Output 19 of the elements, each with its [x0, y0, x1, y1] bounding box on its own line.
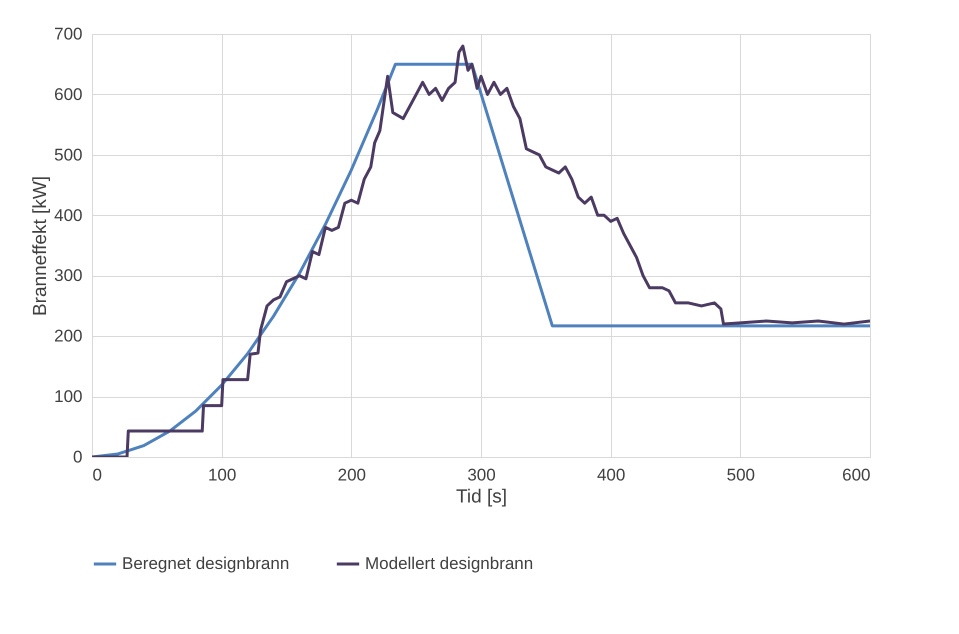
legend-label: Modellert designbrann: [365, 554, 534, 573]
x-tick-label: 400: [596, 466, 626, 484]
y-tick-label: 500: [54, 145, 82, 164]
x-tick-label: 200: [338, 466, 366, 484]
y-tick-label: 100: [54, 387, 82, 406]
y-tick-label: 0: [73, 448, 82, 466]
x-tick-label: 300: [467, 466, 496, 484]
x-tick-label: 100: [208, 466, 236, 484]
y-tick-label: 400: [54, 206, 82, 225]
x-tick-label: 0: [92, 466, 102, 484]
x-tick-label: 600: [842, 466, 870, 484]
legend-label: Beregnet designbrann: [122, 554, 290, 573]
x-tick-label: 500: [726, 466, 756, 484]
y-axis-title: Branneffekt [kW]: [30, 176, 52, 316]
x-axis-title: Tid [s]: [456, 486, 508, 508]
y-tick-label: 700: [54, 24, 82, 44]
y-tick-label: 200: [54, 326, 82, 346]
y-tick-label: 300: [54, 266, 82, 286]
y-tick-label: 600: [54, 84, 82, 104]
